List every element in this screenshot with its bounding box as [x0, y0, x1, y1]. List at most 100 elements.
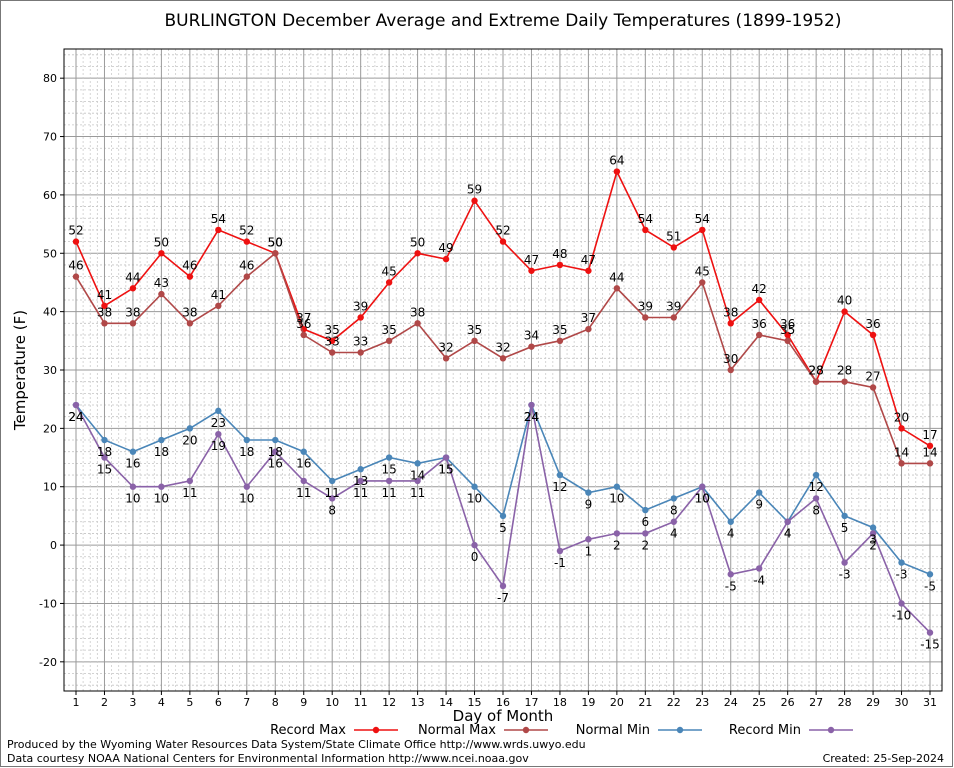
record-max-point — [869, 331, 877, 339]
record-max-data-label: 20 — [894, 410, 909, 424]
normal-max-data-label: 43 — [154, 276, 169, 290]
normal-min-data-label: 20 — [182, 433, 197, 447]
normal-min-point — [414, 460, 421, 467]
y-tick-label: 40 — [43, 306, 57, 319]
normal-min-data-label: 24 — [524, 410, 539, 424]
x-axis-label: Day of Month — [453, 707, 554, 725]
normal-max-data-label: 39 — [666, 299, 681, 313]
x-tick-label: 28 — [838, 696, 852, 709]
record-min-point — [101, 454, 108, 461]
record-min-point — [186, 477, 194, 485]
normal-min-data-label: 4 — [727, 527, 735, 541]
legend: Record Max Normal Max Normal Min Record Min — [270, 723, 853, 738]
y-tick-label: 50 — [43, 247, 57, 260]
record-min-point — [841, 559, 848, 566]
y-tick-label: -20 — [39, 656, 57, 669]
record-max-point — [414, 250, 421, 257]
normal-min-data-label: 11 — [325, 486, 340, 500]
normal-min-point — [642, 506, 649, 514]
x-tick-label: 9 — [300, 696, 307, 709]
normal-min-data-label: 12 — [808, 480, 823, 494]
normal-max-point — [756, 331, 763, 339]
x-tick-label: 15 — [468, 696, 482, 709]
footer-data-courtesy: Data courtesy NOAA National Centers for … — [7, 752, 529, 765]
normal-min-point — [272, 436, 279, 444]
normal-max-point — [442, 355, 450, 362]
normal-max-point — [414, 320, 421, 327]
normal-min-data-label: 24 — [68, 410, 83, 424]
record-min-legend-marker — [827, 726, 835, 734]
record-min-data-label: 19 — [211, 439, 226, 453]
record-min-data-label: 10 — [239, 492, 254, 506]
record-min-data-label: 15 — [438, 463, 453, 477]
normal-min-data-label: 10 — [609, 492, 624, 506]
record-min-point — [898, 600, 905, 607]
normal-max-point — [727, 366, 734, 374]
normal-max-data-label: 14 — [894, 445, 909, 459]
record-max-point — [784, 331, 791, 339]
record-max-point — [385, 279, 393, 286]
normal-min-data-label: -3 — [896, 568, 908, 582]
normal-min-point — [101, 436, 108, 444]
record-min-data-label: 24 — [68, 410, 83, 424]
record-min-point — [129, 483, 137, 490]
normal-min-data-label: 5 — [499, 521, 507, 535]
normal-min-data-label: 18 — [268, 445, 283, 459]
normal-max-point — [898, 460, 905, 467]
record-max-point — [72, 238, 80, 245]
record-min-legend-label: Record Min — [729, 723, 801, 738]
x-tick-label: 1 — [73, 696, 80, 709]
normal-max-point — [186, 320, 194, 327]
record-max-data-label: 46 — [182, 259, 197, 273]
normal-min-point — [186, 425, 194, 432]
normal-min-data-label: 10 — [467, 492, 482, 506]
y-tick-label: 20 — [43, 422, 57, 435]
normal-min-point — [158, 436, 165, 444]
x-tick-label: 6 — [215, 696, 222, 709]
x-tick-label: 10 — [325, 696, 339, 709]
chart-title: BURLINGTON December Average and Extreme … — [165, 11, 842, 31]
normal-min-point — [869, 524, 877, 531]
normal-min-point — [215, 407, 222, 415]
normal-max-data-label: 45 — [695, 264, 710, 278]
record-min-point — [329, 495, 336, 502]
normal-max-data-label: 27 — [865, 370, 880, 384]
normal-min-point — [898, 559, 905, 566]
normal-max-data-label: 38 — [182, 305, 197, 319]
normal-min-data-label: 5 — [841, 521, 849, 535]
record-max-data-label: 35 — [325, 323, 340, 337]
normal-min-point — [926, 571, 934, 578]
y-tick-label: -10 — [39, 597, 57, 610]
normal-max-data-label: 36 — [752, 317, 767, 331]
normal-min-point — [613, 483, 621, 490]
x-tick-label: 27 — [809, 696, 823, 709]
normal-max-point — [585, 325, 592, 333]
record-max-point — [727, 320, 734, 327]
x-tick-label: 5 — [186, 696, 193, 709]
normal-max-data-label: 32 — [495, 340, 510, 354]
normal-min-data-label: 16 — [125, 457, 140, 471]
record-min-point — [385, 477, 393, 485]
record-min-point — [414, 477, 421, 485]
record-max-data-label: 47 — [581, 253, 596, 267]
record-max-data-label: 41 — [97, 288, 112, 302]
normal-max-point — [613, 285, 621, 292]
record-max-data-label: 37 — [296, 311, 311, 325]
record-max-point — [556, 261, 564, 269]
normal-min-point — [556, 471, 564, 479]
record-max-point — [528, 267, 535, 274]
record-max-point — [756, 296, 763, 304]
normal-min-point — [243, 436, 250, 444]
record-min-point — [585, 536, 592, 543]
x-tick-label: 17 — [524, 696, 538, 709]
record-min-point — [756, 565, 763, 572]
record-max-data-label: 48 — [552, 247, 567, 261]
record-max-data-label: 17 — [922, 428, 937, 442]
x-axis-ticks: 1 2 3 4 5 6 7 8 9 10 11 12 13 14 15 16 17 18 19 20 21 22 23 24 2… — [73, 691, 937, 709]
normal-min-data-label: 14 — [410, 468, 425, 482]
record-min-point — [556, 547, 564, 555]
record-min-data-label: 2 — [869, 538, 877, 552]
record-min-data-label: -10 — [892, 608, 912, 622]
record-min-point — [499, 582, 507, 590]
